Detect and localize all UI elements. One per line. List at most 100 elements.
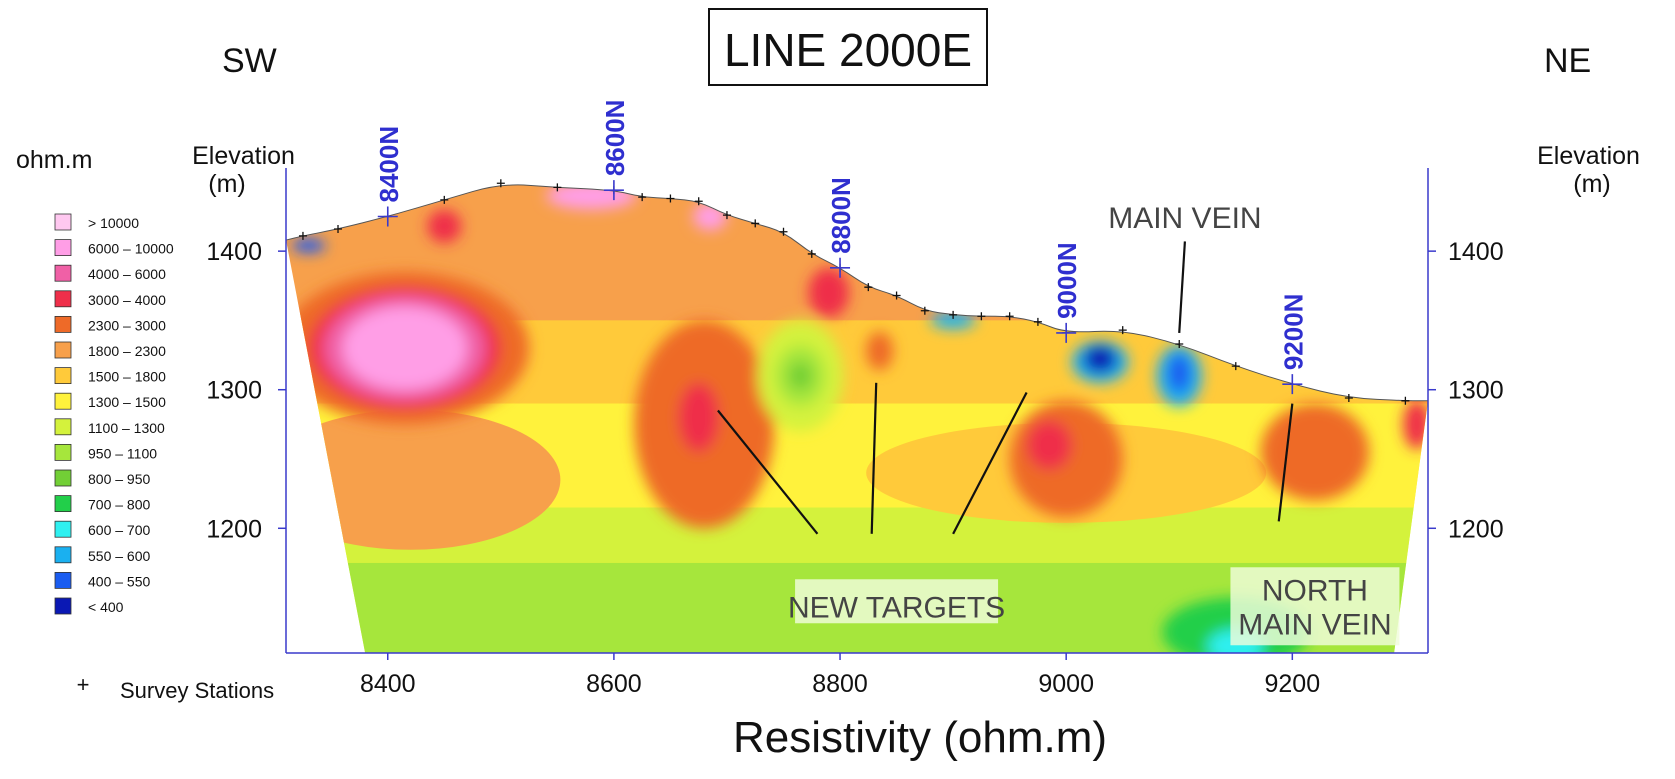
legend-unit: ohm.m	[16, 146, 92, 174]
y-axis-title-left-line1: Elevation	[192, 142, 295, 170]
annotation-label-box	[1230, 567, 1400, 646]
legend-swatch	[54, 418, 72, 436]
annotation-label: MAIN VEIN	[1108, 202, 1261, 235]
anomaly	[678, 382, 720, 453]
survey-station-point	[694, 197, 703, 206]
line-station-label: 8400N	[374, 126, 404, 203]
survey-station-point	[949, 310, 958, 319]
title-box	[708, 8, 988, 86]
line-station-marker	[377, 206, 398, 227]
x-tick-label: 9000	[1038, 670, 1094, 698]
survey-station-point	[1344, 394, 1353, 403]
line-station-marker	[830, 257, 851, 278]
survey-station-point	[1005, 312, 1014, 321]
anomaly	[546, 184, 637, 210]
anomaly	[1403, 399, 1428, 450]
direction-label-sw: SW	[222, 42, 277, 80]
depth-bands	[286, 184, 1428, 653]
anomaly	[1026, 420, 1072, 471]
legend-swatch	[54, 264, 72, 282]
annotation-label: NORTH MAIN VEIN	[1238, 574, 1391, 641]
anomaly	[1167, 353, 1191, 393]
y-tick-label-left: 1200	[206, 515, 262, 543]
y-axis-title-left: Elevation (m)	[192, 142, 302, 198]
y-ticks: 1200 1200 1300 1300 1400 1400	[206, 238, 1503, 543]
line-station-label: 8600N	[600, 100, 630, 177]
legend-swatch	[54, 341, 72, 359]
legend-label: 1800 – 2300	[88, 343, 166, 359]
survey-station-legend-label: Survey Stations	[120, 678, 274, 703]
legend-label: 950 – 1100	[88, 445, 157, 461]
y-axis-title-right-line2: (m)	[1573, 170, 1610, 198]
anomaly	[930, 312, 976, 329]
x-tick-label: 8800	[812, 670, 868, 698]
annotation-label: NEW TARGETS	[788, 591, 1005, 624]
legend-label: 800 – 950	[88, 471, 150, 487]
anomaly	[1260, 403, 1370, 501]
topography-line	[285, 184, 1428, 402]
legend-items: > 10000 6000 – 10000 4000 – 6000 3000 – 400…	[54, 213, 174, 615]
anomaly	[291, 238, 326, 253]
line-station-marker	[1282, 374, 1303, 395]
y-axis-title-left-line2: (m)	[208, 170, 245, 198]
legend-swatch	[54, 290, 72, 308]
annotation-label-line: MAIN VEIN	[1108, 202, 1261, 235]
line-station-label: 9000N	[1052, 242, 1082, 319]
y-tick-label-left: 1400	[206, 238, 262, 266]
band-left-lobe	[286, 409, 561, 550]
anomaly-contours	[286, 184, 1428, 654]
legend-swatch	[54, 572, 72, 589]
chart-title: LINE 2000E	[724, 24, 972, 76]
survey-station-marker: +	[77, 672, 90, 697]
annotation-leader-line	[870, 382, 878, 534]
survey-station-point	[1231, 362, 1240, 371]
survey-station-point	[977, 312, 986, 321]
line-station-label: 9200N	[1278, 294, 1308, 371]
y-tick-label-left: 1300	[206, 377, 262, 405]
anomaly	[342, 306, 467, 390]
legend-swatch	[54, 495, 72, 513]
survey-station-point	[1033, 317, 1042, 326]
anomaly	[789, 362, 812, 390]
survey-station-point	[892, 291, 901, 300]
legend-label: 1100 – 1300	[88, 420, 165, 436]
survey-station-point	[1118, 326, 1127, 335]
line-station-marker	[603, 180, 624, 201]
legend-swatch	[54, 597, 72, 615]
survey-station-point	[1175, 339, 1184, 348]
legend-label: 4000 – 6000	[88, 266, 166, 282]
annotation-leader-line	[717, 409, 819, 535]
annotation-label-line: NORTH	[1262, 574, 1368, 607]
annotation-leader-line	[952, 391, 1028, 535]
legend-label: 600 – 700	[88, 522, 150, 538]
annotation-label-line: MAIN VEIN	[1238, 608, 1391, 641]
line-station-marker	[1056, 322, 1077, 343]
line-station-label: 8800N	[826, 177, 856, 254]
y-axis-title-right: Elevation (m)	[1537, 142, 1647, 198]
legend-label: 1500 – 1800	[88, 369, 166, 385]
line-stations: 8400N 8600N 8800N 9000N 9200N	[374, 100, 1308, 395]
legend-label: 700 – 800	[88, 497, 150, 513]
legend-label: > 10000	[88, 215, 139, 231]
legend-swatch	[54, 443, 72, 461]
survey-station-point	[722, 211, 731, 220]
survey-station-point	[440, 195, 449, 204]
y-tick-label-right: 1400	[1448, 238, 1504, 266]
annotation-leader-line	[1277, 403, 1294, 522]
annotation-label-line: NEW TARGETS	[788, 591, 1005, 624]
survey-station-point	[638, 193, 647, 202]
survey-station-point	[553, 183, 562, 192]
legend: ohm.m > 10000 6000 – 10000 4000 – 6000 3000…	[16, 146, 274, 703]
survey-station-point	[334, 224, 343, 233]
x-ticks: 8400 8600 8800 9000 9200	[360, 653, 1320, 698]
legend-swatch	[54, 392, 72, 410]
legend-label: 3000 – 4000	[88, 292, 166, 308]
legend-swatch	[54, 520, 72, 538]
survey-station-point	[751, 219, 760, 228]
survey-station-point	[1401, 396, 1410, 405]
legend-swatch	[54, 469, 72, 487]
annotation-leader-line	[1178, 241, 1186, 333]
x-tick-label: 8600	[586, 670, 642, 698]
anomaly	[427, 209, 462, 243]
